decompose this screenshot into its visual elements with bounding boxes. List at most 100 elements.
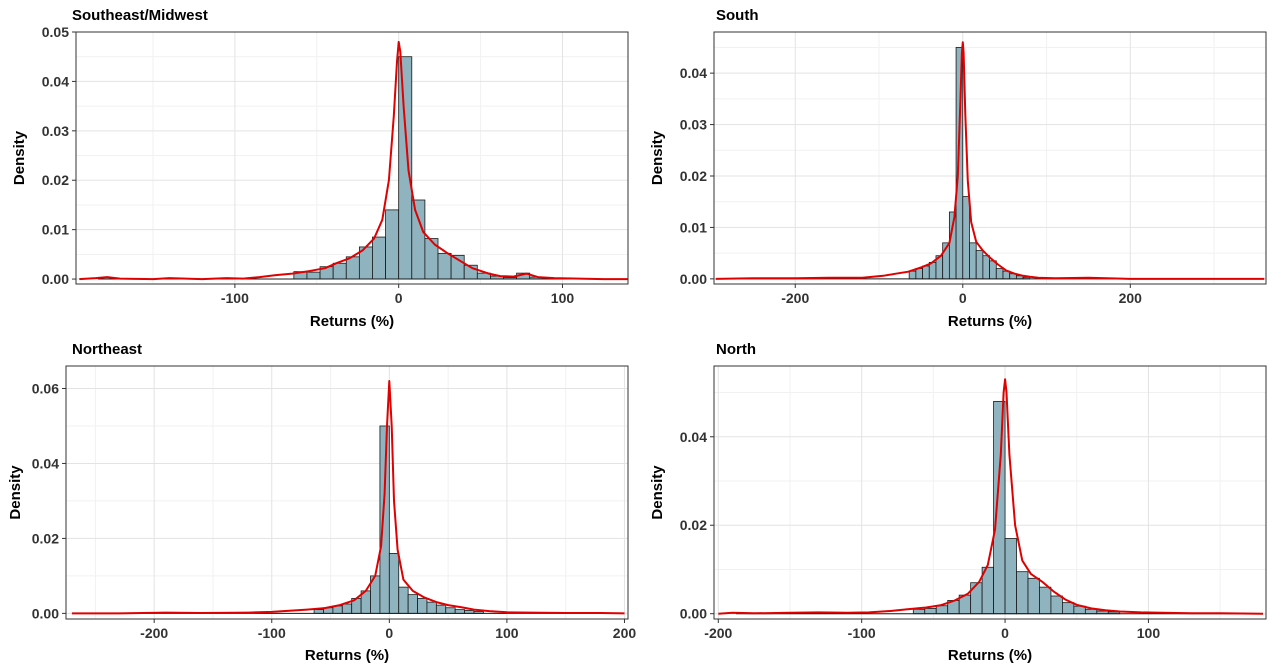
histogram-bar — [332, 262, 347, 280]
histogram-bar — [935, 605, 949, 615]
panel-title: Southeast/Midwest — [72, 7, 208, 24]
histogram-bar — [1062, 602, 1075, 615]
y-tick-label: 0.05 — [42, 24, 69, 40]
histogram-bar — [989, 260, 997, 280]
y-tick-label: 0.00 — [680, 606, 707, 622]
histogram-bar — [398, 586, 409, 614]
histogram-bar — [922, 265, 930, 280]
y-axis-label: Density — [11, 130, 28, 185]
y-tick-label: 0.02 — [680, 168, 707, 184]
histogram-bar — [908, 270, 917, 280]
panel-border — [713, 365, 1267, 620]
histogram-bar — [445, 607, 456, 614]
y-tick-label: 0.04 — [42, 73, 69, 89]
density-curve — [79, 40, 628, 281]
x-tick-label: 200 — [613, 625, 637, 641]
x-axis-label: Returns (%) — [310, 313, 394, 330]
panel-south: 0.00 0.01 0.02 0.03 0.04 -200 0 200 South Returns… — [649, 7, 1267, 330]
histogram-bar — [928, 261, 937, 280]
y-tick-label: 0.04 — [680, 65, 707, 81]
y-tick-label: 0.02 — [32, 530, 59, 546]
x-tick-label: 100 — [495, 625, 519, 641]
panel-northeast: 0.00 0.02 0.04 0.06 -200 -100 0 100 200 Northeast… — [7, 341, 636, 664]
y-tick-label: 0.01 — [680, 219, 707, 235]
x-axis-label: Returns (%) — [305, 647, 389, 664]
histogram-bar — [1004, 538, 1017, 615]
plot-background — [76, 32, 628, 284]
y-tick-label: 0.02 — [680, 517, 707, 533]
panel-north: 0.00 0.02 0.04 -200 -100 0 100 North Returns (%)… — [649, 341, 1267, 664]
histogram-bar — [407, 594, 418, 614]
plot-background — [714, 32, 1266, 284]
density-curve — [718, 378, 1264, 615]
histogram-bar — [1016, 571, 1029, 615]
x-axis-label: Returns (%) — [948, 647, 1032, 664]
histogram-bar — [426, 601, 437, 614]
histogram-bar — [379, 425, 390, 614]
histogram-bar — [341, 603, 353, 614]
x-tick-label: 200 — [1119, 290, 1143, 306]
histogram-bar — [1084, 608, 1098, 615]
y-tick-label: 0.02 — [42, 172, 69, 188]
y-tick-label: 0.00 — [42, 271, 69, 287]
y-tick-label: 0.06 — [32, 380, 59, 396]
x-tick-label: 100 — [1137, 625, 1161, 641]
panel-southeast-midwest: 0.00 0.01 0.02 0.03 0.04 0.05 -100 0 100 Southeas… — [11, 7, 629, 330]
x-tick-label: 0 — [1001, 625, 1009, 641]
panel-border — [75, 31, 629, 285]
x-tick-label: -100 — [221, 290, 249, 306]
histogram-bar — [411, 199, 426, 280]
histogram-bar — [970, 582, 983, 615]
histogram-bar — [1039, 586, 1052, 615]
y-tick-label: 0.00 — [680, 271, 707, 287]
panel-border — [65, 365, 629, 620]
histogram-bar — [454, 609, 465, 614]
x-tick-label: 100 — [551, 290, 575, 306]
histogram-bar — [417, 597, 428, 614]
x-tick-label: 0 — [959, 290, 967, 306]
histogram-bar — [385, 209, 400, 280]
histogram-bar — [388, 553, 400, 614]
histogram-bar — [306, 271, 321, 280]
histogram-bar — [969, 242, 977, 280]
y-tick-label: 0.00 — [32, 605, 59, 621]
panel-title: South — [716, 7, 759, 24]
histogram-bar — [993, 400, 1006, 615]
y-tick-label: 0.03 — [42, 123, 69, 139]
histogram-bar — [924, 607, 937, 615]
panel-title: North — [716, 341, 756, 358]
panel-title: Northeast — [72, 341, 142, 358]
x-tick-label: -200 — [704, 625, 732, 641]
x-tick-label: -100 — [848, 625, 876, 641]
x-tick-label: 0 — [395, 290, 403, 306]
histogram-bar — [915, 268, 923, 280]
histogram-bar — [398, 56, 413, 280]
histogram-bar — [313, 609, 324, 614]
histogram-bar — [437, 252, 452, 280]
y-tick-label: 0.04 — [32, 455, 59, 471]
x-tick-label: -100 — [258, 625, 286, 641]
panel-border — [713, 31, 1267, 285]
histogram-bar — [982, 255, 990, 280]
x-tick-label: -200 — [140, 625, 168, 641]
histogram-bar — [962, 196, 970, 280]
histogram-bar — [372, 236, 386, 280]
density-curve — [71, 380, 625, 615]
histogram-bar — [1027, 577, 1040, 615]
x-tick-label: -200 — [781, 290, 809, 306]
histogram-bar — [912, 608, 926, 615]
y-axis-label: Density — [649, 465, 666, 520]
histogram-bar — [345, 256, 360, 280]
histogram-bar — [995, 268, 1004, 280]
y-axis-label: Density — [7, 465, 24, 520]
x-axis-label: Returns (%) — [948, 313, 1032, 330]
y-axis-label: Density — [649, 130, 666, 185]
y-tick-label: 0.04 — [680, 429, 707, 445]
plot-background — [66, 366, 628, 619]
histogram-bar — [1050, 595, 1063, 615]
y-tick-label: 0.01 — [42, 222, 69, 238]
x-tick-label: 0 — [385, 625, 393, 641]
histogram-bar — [435, 604, 447, 614]
histogram-bar — [975, 250, 984, 280]
